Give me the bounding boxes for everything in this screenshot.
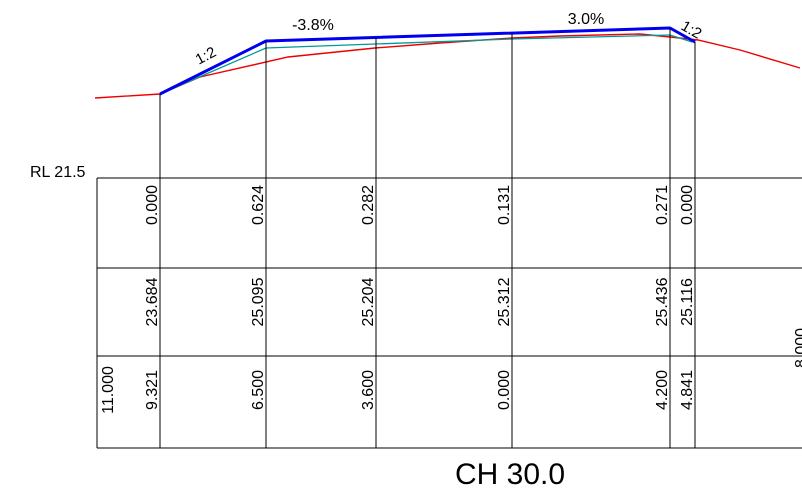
level-value: 25.312 xyxy=(496,277,513,326)
depth-value: 0.000 xyxy=(679,185,696,225)
level-value: 25.204 xyxy=(360,277,377,326)
level-value: 25.116 xyxy=(679,278,696,326)
level-value: 25.436 xyxy=(654,277,671,326)
depth-value: 0.131 xyxy=(496,185,513,225)
offset-value: 3.600 xyxy=(360,370,377,410)
reference-level-label: RL 21.5 xyxy=(30,164,86,181)
depth-value: 0.271 xyxy=(654,185,671,225)
left-batter-label: 1:2 xyxy=(193,44,219,69)
right-crossfall-label: 3.0% xyxy=(568,11,604,28)
offset-value: 0.000 xyxy=(496,370,513,410)
design-surface-line xyxy=(159,26,696,96)
depth-value: 0.624 xyxy=(250,185,267,225)
depth-value: 0.282 xyxy=(360,185,377,225)
level-value: 23.684 xyxy=(144,277,161,326)
offset-value: 11.000 xyxy=(100,366,117,414)
chainage-label: CH 30.0 xyxy=(455,458,565,491)
level-value: 25.095 xyxy=(250,277,267,326)
offset-value: 9.321 xyxy=(144,370,161,410)
offset-value: 4.200 xyxy=(654,370,671,410)
offset-value: 8.000 xyxy=(793,328,802,368)
offset-value: 6.500 xyxy=(250,370,267,410)
left-crossfall-label: -3.8% xyxy=(292,17,334,34)
offset-value: 4.841 xyxy=(679,370,696,410)
depth-value: 0.000 xyxy=(144,185,161,225)
